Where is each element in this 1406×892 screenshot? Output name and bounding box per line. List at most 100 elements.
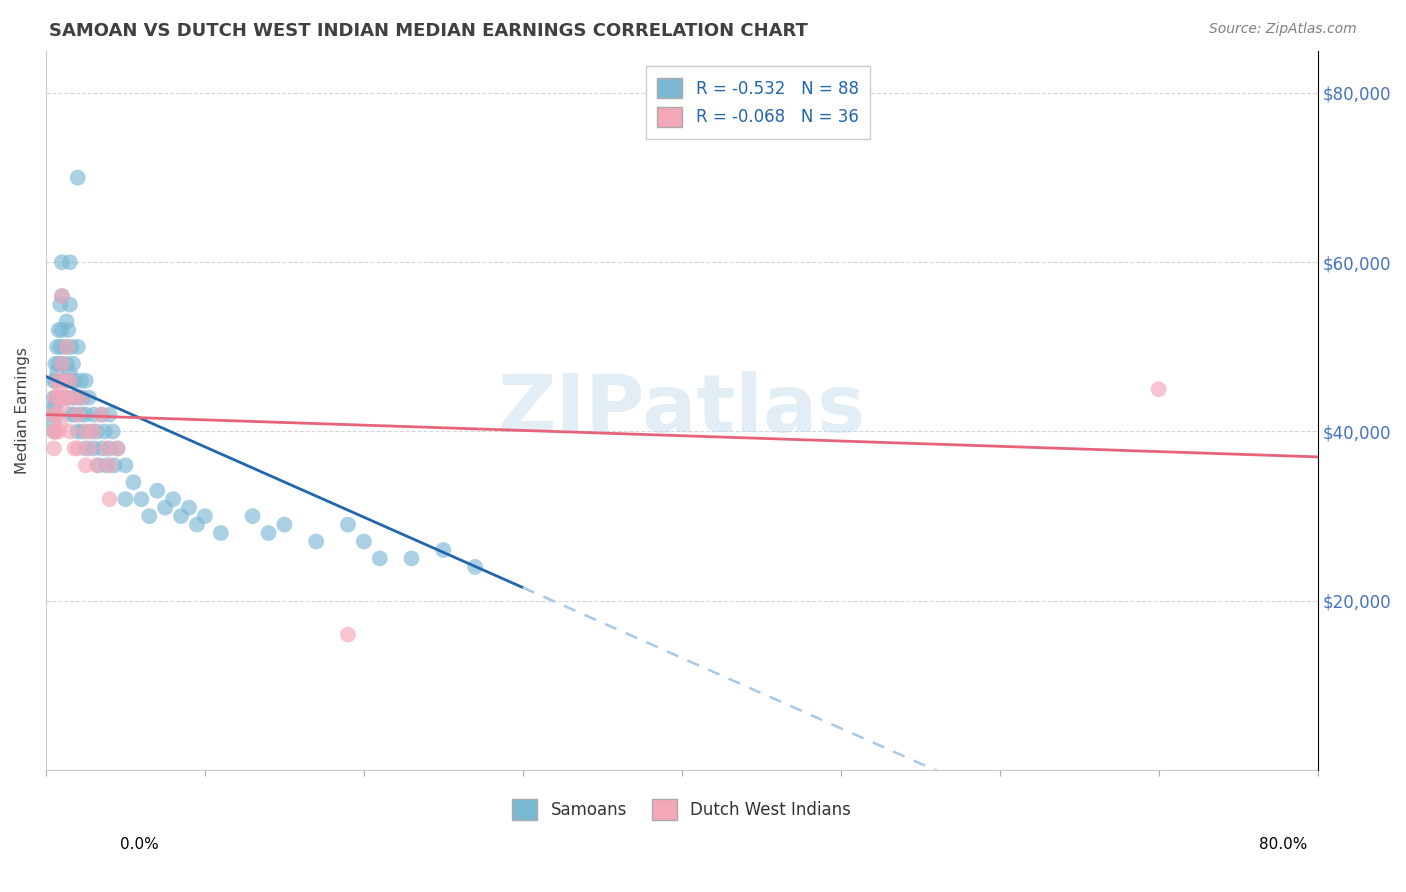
Point [86, 458, 108, 473]
Point [336, 517, 359, 532]
Point [114, 492, 136, 507]
Point [44, 357, 66, 371]
Point [70, 408, 93, 422]
Text: 0.0%: 0.0% [120, 838, 159, 852]
Point [75, 374, 97, 388]
Point [53, 374, 76, 388]
Point [83, 442, 105, 456]
Point [59, 374, 82, 388]
Y-axis label: Median Earnings: Median Earnings [15, 347, 30, 474]
Point [98, 492, 121, 507]
Point [131, 492, 153, 507]
Point [209, 526, 232, 541]
Point [59, 365, 82, 379]
Point [464, 560, 486, 574]
Point [273, 517, 295, 532]
Text: Source: ZipAtlas.com: Source: ZipAtlas.com [1209, 22, 1357, 37]
Point [48, 357, 70, 371]
Point [53, 340, 76, 354]
Point [48, 425, 70, 439]
Point [242, 509, 264, 524]
Point [51, 391, 73, 405]
Point [98, 442, 121, 456]
Point [44, 399, 66, 413]
Point [42, 408, 65, 422]
Point [1147, 382, 1170, 396]
Point [107, 442, 129, 456]
Point [98, 458, 121, 473]
Point [90, 408, 112, 422]
Point [58, 323, 80, 337]
Point [62, 391, 84, 405]
Point [72, 425, 94, 439]
Point [86, 425, 108, 439]
Point [51, 289, 73, 303]
Point [146, 483, 169, 498]
Point [90, 408, 112, 422]
Point [96, 442, 118, 456]
Point [49, 297, 72, 311]
Point [49, 416, 72, 430]
Point [51, 357, 73, 371]
Point [305, 534, 328, 549]
Point [42, 374, 65, 388]
Point [42, 425, 65, 439]
Point [59, 425, 82, 439]
Point [75, 408, 97, 422]
Point [83, 408, 105, 422]
Point [55, 391, 77, 405]
Point [46, 365, 69, 379]
Point [51, 289, 73, 303]
Point [66, 425, 89, 439]
Legend: Samoans, Dutch West Indians: Samoans, Dutch West Indians [506, 793, 858, 826]
Point [94, 425, 117, 439]
Point [55, 391, 77, 405]
Point [83, 425, 105, 439]
Point [170, 509, 193, 524]
Point [70, 391, 93, 405]
Point [66, 442, 89, 456]
Point [59, 297, 82, 311]
Text: SAMOAN VS DUTCH WEST INDIAN MEDIAN EARNINGS CORRELATION CHART: SAMOAN VS DUTCH WEST INDIAN MEDIAN EARNI… [49, 22, 808, 40]
Point [60, 340, 83, 354]
Point [44, 425, 66, 439]
Point [62, 357, 84, 371]
Point [353, 534, 375, 549]
Point [44, 374, 66, 388]
Point [44, 391, 66, 405]
Text: ZIPatlas: ZIPatlas [498, 371, 866, 450]
Point [42, 425, 65, 439]
Point [60, 408, 83, 422]
Point [46, 391, 69, 405]
Point [66, 391, 89, 405]
Point [48, 323, 70, 337]
Point [186, 517, 208, 532]
Point [42, 408, 65, 422]
Point [58, 374, 80, 388]
Point [42, 416, 65, 430]
Point [70, 374, 93, 388]
Point [336, 627, 359, 641]
Point [48, 391, 70, 405]
Point [162, 492, 184, 507]
Point [87, 458, 110, 473]
Point [51, 357, 73, 371]
Point [75, 425, 97, 439]
Point [90, 442, 112, 456]
Point [75, 458, 97, 473]
Point [368, 551, 391, 566]
Point [66, 170, 89, 185]
Point [122, 475, 145, 490]
Point [46, 374, 69, 388]
Point [114, 458, 136, 473]
Point [63, 374, 86, 388]
Point [138, 509, 160, 524]
Point [51, 255, 73, 269]
Point [49, 382, 72, 396]
Point [51, 323, 73, 337]
Text: 80.0%: 80.0% [1260, 838, 1308, 852]
Point [153, 500, 176, 515]
Point [72, 391, 94, 405]
Point [60, 374, 83, 388]
Point [48, 391, 70, 405]
